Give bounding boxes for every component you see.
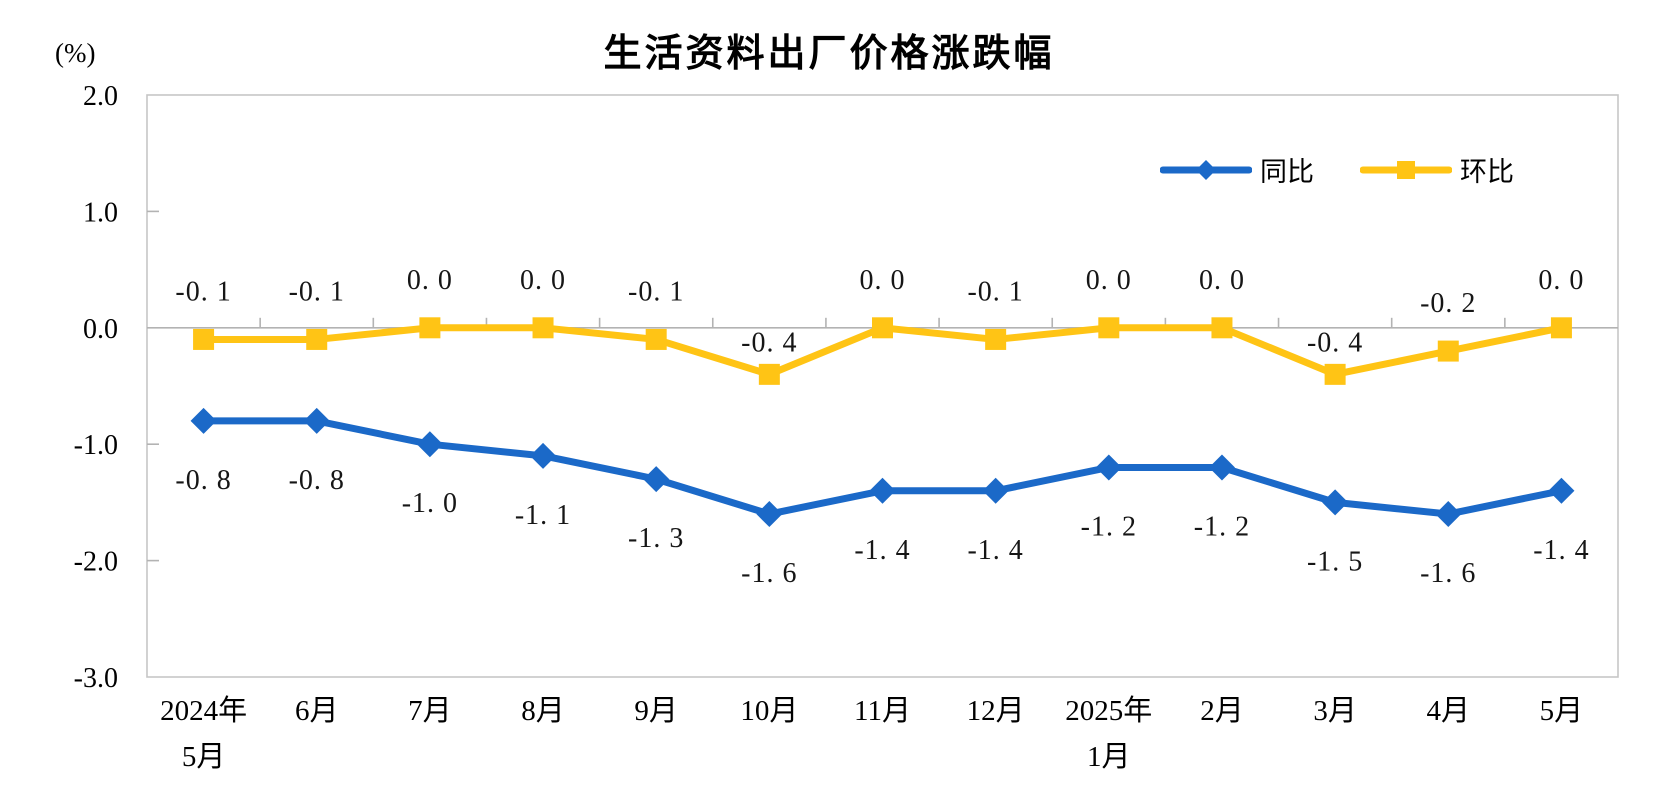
x-tick-label: 2025年 — [1065, 694, 1152, 727]
mom-point-marker — [419, 317, 441, 339]
mom-data-label: 0. 0 — [520, 265, 566, 296]
yoy-data-label: -1. 2 — [1081, 511, 1137, 542]
yoy-data-label: -1. 4 — [1533, 535, 1589, 566]
mom-data-label: 0. 0 — [407, 265, 453, 296]
yoy-data-label: -1. 6 — [1420, 558, 1476, 589]
x-tick-label: 11月 — [854, 695, 911, 727]
yoy-data-label: -1. 1 — [515, 500, 571, 531]
yoy-point-marker — [1208, 454, 1235, 481]
y-tick-label: -2.0 — [74, 547, 118, 578]
yoy-data-label: -1. 5 — [1307, 546, 1363, 577]
mom-point-marker — [1550, 317, 1572, 339]
y-tick-label: 0.0 — [83, 314, 118, 345]
mom-point-marker — [872, 317, 893, 339]
mom-data-label: -0. 1 — [289, 276, 345, 307]
yoy-legend-marker — [1196, 159, 1216, 180]
x-tick-label: 10月 — [740, 695, 798, 727]
yoy-data-label: -0. 8 — [175, 465, 231, 496]
mom-legend-marker — [1397, 160, 1415, 179]
mom-data-label: -0. 1 — [967, 276, 1023, 307]
x-tick-label: 2月 — [1200, 695, 1244, 727]
x-tick-label: 6月 — [295, 695, 339, 727]
mom-point-marker — [1324, 363, 1346, 385]
yoy-point-marker — [643, 466, 670, 493]
y-tick-label: 1.0 — [83, 197, 118, 228]
legend-item-mom: 环比 — [1360, 150, 1514, 189]
y-tick-label: -1.0 — [74, 430, 118, 461]
yoy-point-marker — [530, 442, 557, 469]
yoy-data-label: -1. 4 — [967, 535, 1023, 566]
yoy-point-marker — [303, 407, 330, 434]
y-tick-label: 2.0 — [83, 81, 118, 112]
mom-point-marker — [532, 317, 554, 339]
x-tick-label: 1月 — [1087, 741, 1131, 773]
x-tick-label: 8月 — [521, 695, 565, 727]
yoy-data-label: -1. 4 — [854, 535, 910, 566]
mom-point-marker — [758, 363, 780, 385]
yoy-point-marker — [1322, 489, 1349, 516]
yoy-data-label: -1. 0 — [402, 488, 458, 519]
yoy-point-marker — [982, 477, 1009, 504]
yoy-point-marker — [1435, 501, 1462, 528]
x-tick-label: 4月 — [1427, 695, 1471, 727]
y-axis-unit-label: (%) — [55, 38, 96, 68]
legend-label-yoy: 同比 — [1260, 157, 1314, 187]
mom-point-marker — [985, 328, 1007, 350]
x-tick-label: 5月 — [1540, 695, 1584, 727]
legend-label-mom: 环比 — [1460, 157, 1514, 187]
mom-point-marker — [645, 328, 667, 350]
yoy-point-marker — [1548, 477, 1575, 504]
x-tick-label: 12月 — [967, 695, 1025, 727]
yoy-line-swatch — [1160, 159, 1252, 180]
mom-point-marker — [1211, 317, 1233, 339]
yoy-data-label: -1. 3 — [628, 523, 684, 554]
yoy-data-label: -1. 6 — [741, 558, 797, 589]
x-tick-label: 3月 — [1313, 695, 1357, 727]
yoy-data-label: -1. 2 — [1194, 511, 1250, 542]
yoy-point-marker — [756, 501, 783, 528]
chart-title: 生活资料出厂价格涨跌幅 — [603, 33, 1055, 75]
mom-point-marker — [1098, 317, 1120, 339]
mom-data-label: 0. 0 — [1538, 265, 1584, 296]
yoy-point-marker — [190, 407, 217, 434]
x-tick-label: 9月 — [634, 695, 678, 727]
mom-data-label: -0. 4 — [1307, 327, 1363, 358]
x-tick-label: 5月 — [182, 741, 226, 773]
mom-data-label: -0. 2 — [1420, 288, 1476, 319]
yoy-point-marker — [1095, 454, 1122, 481]
mom-data-label: 0. 0 — [860, 265, 906, 296]
mom-line-swatch — [1360, 160, 1452, 179]
plot-border — [146, 94, 1619, 678]
mom-point-marker — [193, 328, 215, 350]
mom-data-label: 0. 0 — [1199, 265, 1245, 296]
mom-point-marker — [1437, 340, 1459, 362]
yoy-point-marker — [416, 431, 443, 458]
legend: 同比 环比 — [1160, 150, 1514, 189]
x-tick-label: 7月 — [408, 695, 452, 727]
yoy-data-label: -0. 8 — [289, 465, 345, 496]
mom-data-label: -0. 4 — [741, 327, 797, 358]
yoy-point-marker — [869, 477, 896, 504]
legend-item-yoy: 同比 — [1160, 150, 1314, 189]
mom-data-label: -0. 1 — [175, 276, 231, 307]
mom-data-label: -0. 1 — [628, 276, 684, 307]
y-tick-label: -3.0 — [74, 663, 118, 694]
mom-point-marker — [306, 328, 328, 350]
x-tick-label: 2024年 — [160, 694, 247, 727]
mom-data-label: 0. 0 — [1086, 265, 1132, 296]
